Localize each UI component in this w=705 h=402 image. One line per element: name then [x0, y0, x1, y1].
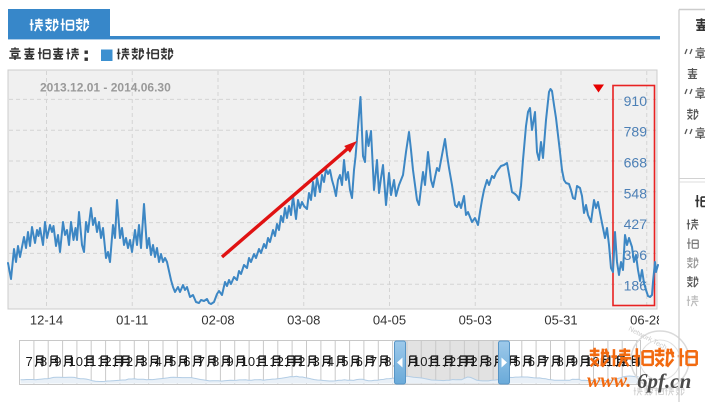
svg-text:4: 4 — [327, 354, 334, 369]
svg-text:11: 11 — [427, 354, 441, 369]
svg-text:3: 3 — [485, 354, 492, 369]
svg-text:427: 427 — [624, 216, 648, 232]
svg-text:05-03: 05-03 — [459, 313, 492, 328]
svg-text:5: 5 — [341, 354, 348, 369]
svg-text:7: 7 — [198, 354, 205, 369]
svg-text:12: 12 — [442, 354, 456, 369]
svg-text:6: 6 — [528, 354, 535, 369]
svg-text:9: 9 — [226, 354, 233, 369]
svg-text:6: 6 — [356, 354, 363, 369]
svg-text:548: 548 — [624, 185, 648, 201]
svg-text:4: 4 — [155, 354, 162, 369]
svg-text:01-11: 01-11 — [116, 313, 148, 328]
svg-text:6pf.cn: 6pf.cn — [637, 369, 691, 393]
svg-text:9: 9 — [54, 354, 61, 369]
svg-text:02-08: 02-08 — [201, 313, 234, 328]
svg-text:04-05: 04-05 — [373, 313, 406, 328]
svg-text:11: 11 — [83, 354, 97, 369]
svg-text:8: 8 — [557, 354, 564, 369]
svg-text:12-14: 12-14 — [30, 313, 63, 328]
svg-text:668: 668 — [624, 155, 648, 171]
svg-text:186: 186 — [624, 278, 648, 294]
svg-text:5: 5 — [513, 354, 520, 369]
svg-text:11: 11 — [255, 354, 269, 369]
svg-text:2: 2 — [126, 354, 133, 369]
svg-text:1: 1 — [284, 354, 291, 369]
svg-text:03-08: 03-08 — [287, 313, 320, 328]
svg-text:910: 910 — [624, 93, 648, 109]
svg-text:1: 1 — [456, 354, 463, 369]
svg-text:2: 2 — [470, 354, 477, 369]
svg-text:1: 1 — [628, 354, 635, 369]
svg-text:12: 12 — [97, 354, 111, 369]
svg-text:6: 6 — [183, 354, 190, 369]
svg-text:www.: www. — [587, 370, 631, 392]
svg-text:10: 10 — [413, 354, 427, 369]
svg-text:5: 5 — [169, 354, 176, 369]
svg-text:7: 7 — [370, 354, 377, 369]
svg-text:3: 3 — [140, 354, 147, 369]
svg-text:2013.12.01 - 2014.06.30: 2013.12.01 - 2014.06.30 — [40, 81, 171, 95]
svg-text:8: 8 — [384, 354, 391, 369]
svg-text:12: 12 — [269, 354, 283, 369]
svg-text:9: 9 — [571, 354, 578, 369]
svg-text:7: 7 — [26, 354, 33, 369]
svg-text:789: 789 — [624, 124, 648, 140]
svg-text:1: 1 — [112, 354, 119, 369]
svg-text:8: 8 — [40, 354, 47, 369]
svg-text:06-28: 06-28 — [630, 313, 663, 328]
svg-text:8: 8 — [212, 354, 219, 369]
svg-text:3: 3 — [313, 354, 320, 369]
svg-text:10: 10 — [241, 354, 255, 369]
svg-text:05-31: 05-31 — [544, 313, 577, 328]
svg-text:10: 10 — [69, 354, 83, 369]
svg-text:2: 2 — [298, 354, 305, 369]
svg-text:7: 7 — [542, 354, 549, 369]
